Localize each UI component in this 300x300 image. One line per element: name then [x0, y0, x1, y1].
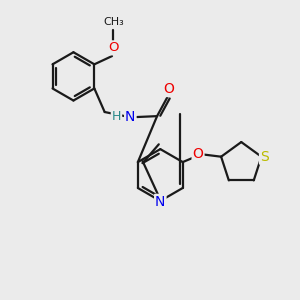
Text: CH₃: CH₃: [103, 16, 124, 27]
Text: N: N: [155, 195, 166, 209]
Text: S: S: [260, 150, 269, 164]
Text: O: O: [163, 82, 174, 96]
Text: O: O: [108, 41, 119, 54]
Text: O: O: [193, 147, 203, 161]
Text: N: N: [125, 110, 136, 124]
Text: H: H: [112, 110, 121, 123]
